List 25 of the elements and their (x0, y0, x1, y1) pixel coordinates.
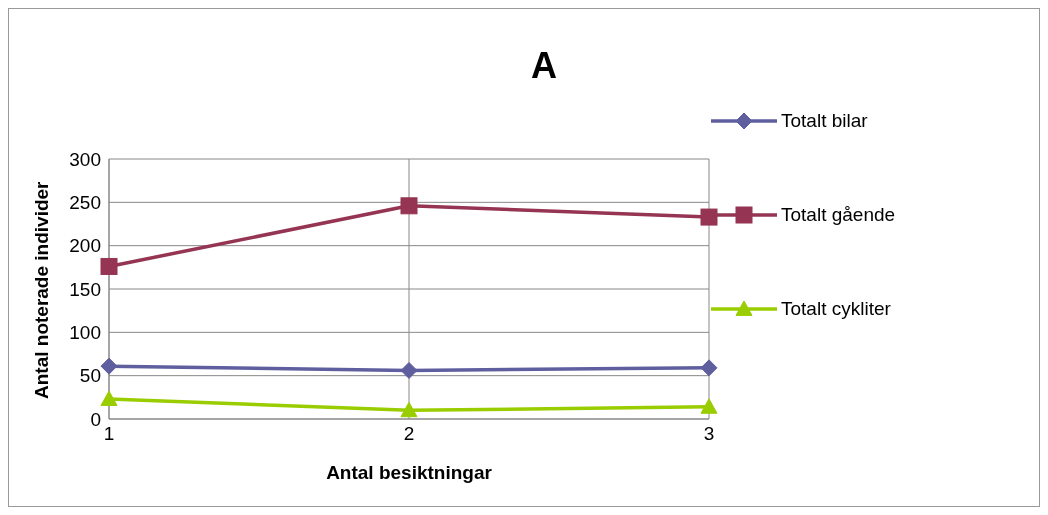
point (700, 359, 718, 377)
y-axis-title: Antal noterade individer (30, 180, 52, 399)
y-tick-label: 0 (90, 408, 101, 430)
chart-title: A (530, 45, 558, 87)
x-axis-title: Antal besiktningar (326, 462, 493, 483)
y-tick-label: 150 (69, 278, 101, 300)
legend-label: Totalt bilar (781, 110, 868, 132)
y-tick-label: 300 (69, 148, 101, 170)
legend-label: Totalt gående (781, 204, 896, 226)
y-tick-label: 200 (69, 235, 101, 257)
point (700, 398, 718, 414)
point (100, 257, 118, 275)
legend-label: Totalt cykliter (781, 298, 891, 320)
point (700, 208, 718, 226)
point (100, 390, 118, 406)
x-tick-label: 2 (403, 423, 415, 445)
point (400, 197, 418, 215)
x-tick-label: 1 (103, 423, 115, 445)
y-tick-label: 250 (69, 192, 101, 214)
y-tick-label: 50 (79, 365, 101, 387)
point (400, 401, 418, 418)
point (100, 357, 118, 375)
y-tick-label: 100 (69, 322, 101, 344)
x-tick-label: 3 (703, 423, 715, 445)
point (400, 361, 418, 379)
